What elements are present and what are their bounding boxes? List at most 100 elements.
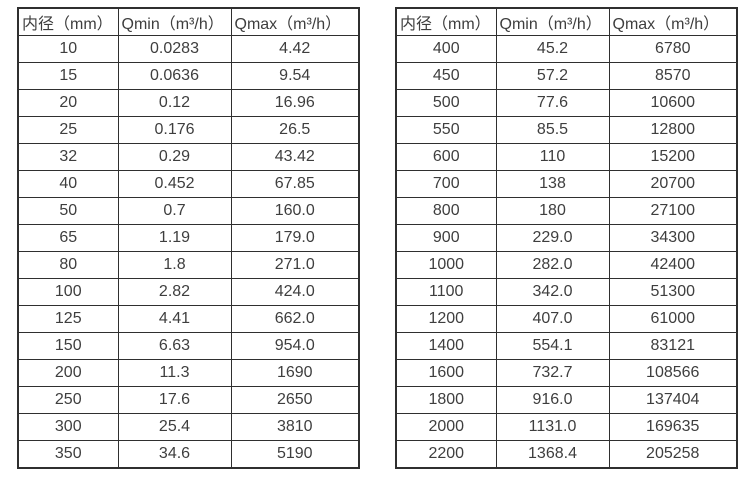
table-row: 25 0.176 26.5	[17, 116, 360, 144]
table-cell: 45.2	[495, 35, 610, 63]
column-header-qmax: Qmax（m³/h）	[608, 7, 738, 36]
table-cell: 5190	[230, 440, 360, 469]
table-row: 32 0.29 43.42	[17, 143, 360, 171]
table-cell: 1.19	[117, 224, 232, 252]
table-header-row: 内径（mm） Qmin（m³/h） Qmax（m³/h）	[17, 7, 360, 36]
column-header-diameter: 内径（mm）	[17, 7, 119, 36]
table-row: 450 57.2 8570	[395, 62, 738, 90]
table-cell: 179.0	[230, 224, 360, 252]
table-row: 700 138 20700	[395, 170, 738, 198]
table-cell: 200	[17, 359, 119, 387]
table-cell: 662.0	[230, 305, 360, 333]
table-cell: 43.42	[230, 143, 360, 171]
table-row: 500 77.6 10600	[395, 89, 738, 117]
table-cell: 954.0	[230, 332, 360, 360]
table-row: 350 34.6 5190	[17, 440, 360, 469]
table-cell: 20	[17, 89, 119, 117]
table-cell: 40	[17, 170, 119, 198]
table-cell: 16.96	[230, 89, 360, 117]
table-cell: 34.6	[117, 440, 232, 469]
table-row: 2000 1131.0 169635	[395, 413, 738, 441]
table-cell: 8570	[608, 62, 738, 90]
table-cell: 350	[17, 440, 119, 469]
table-cell: 300	[17, 413, 119, 441]
table-cell: 80	[17, 251, 119, 279]
table-cell: 554.1	[495, 332, 610, 360]
table-row: 1200 407.0 61000	[395, 305, 738, 333]
table-cell: 400	[395, 35, 497, 63]
table-cell: 57.2	[495, 62, 610, 90]
table-cell: 342.0	[495, 278, 610, 306]
table-cell: 271.0	[230, 251, 360, 279]
table-cell: 137404	[608, 386, 738, 414]
table-cell: 916.0	[495, 386, 610, 414]
table-row: 80 1.8 271.0	[17, 251, 360, 279]
table-row: 125 4.41 662.0	[17, 305, 360, 333]
table-row: 15 0.0636 9.54	[17, 62, 360, 90]
table-cell: 732.7	[495, 359, 610, 387]
table-cell: 27100	[608, 197, 738, 225]
table-cell: 51300	[608, 278, 738, 306]
table-cell: 407.0	[495, 305, 610, 333]
table-cell: 42400	[608, 251, 738, 279]
table-cell: 2200	[395, 440, 497, 469]
table-cell: 9.54	[230, 62, 360, 90]
column-header-qmin: Qmin（m³/h）	[117, 7, 232, 36]
table-cell: 600	[395, 143, 497, 171]
table-cell: 2.82	[117, 278, 232, 306]
table-cell: 32	[17, 143, 119, 171]
column-header-diameter: 内径（mm）	[395, 7, 497, 36]
table-cell: 3810	[230, 413, 360, 441]
table-row: 2200 1368.4 205258	[395, 440, 738, 469]
spec-tables-container: 内径（mm） Qmin（m³/h） Qmax（m³/h） 10 0.0283 4.4…	[17, 7, 738, 469]
flow-spec-table-small-diameters: 内径（mm） Qmin（m³/h） Qmax（m³/h） 10 0.0283 4.4…	[17, 7, 360, 469]
table-row: 900 229.0 34300	[395, 224, 738, 252]
table-cell: 25.4	[117, 413, 232, 441]
table-cell: 34300	[608, 224, 738, 252]
table-cell: 150	[17, 332, 119, 360]
table-cell: 125	[17, 305, 119, 333]
table-row: 100 2.82 424.0	[17, 278, 360, 306]
table-cell: 15	[17, 62, 119, 90]
table-row: 20 0.12 16.96	[17, 89, 360, 117]
table-cell: 6780	[608, 35, 738, 63]
table-cell: 282.0	[495, 251, 610, 279]
table-row: 40 0.452 67.85	[17, 170, 360, 198]
table-cell: 0.12	[117, 89, 232, 117]
table-row: 1100 342.0 51300	[395, 278, 738, 306]
table-cell: 17.6	[117, 386, 232, 414]
table-cell: 1200	[395, 305, 497, 333]
table-cell: 0.29	[117, 143, 232, 171]
table-row: 50 0.7 160.0	[17, 197, 360, 225]
table-cell: 85.5	[495, 116, 610, 144]
table-cell: 15200	[608, 143, 738, 171]
table-cell: 1000	[395, 251, 497, 279]
table-cell: 110	[495, 143, 610, 171]
table-row: 65 1.19 179.0	[17, 224, 360, 252]
table-cell: 100	[17, 278, 119, 306]
table-row: 550 85.5 12800	[395, 116, 738, 144]
table-cell: 77.6	[495, 89, 610, 117]
table-cell: 450	[395, 62, 497, 90]
table-cell: 250	[17, 386, 119, 414]
table-cell: 500	[395, 89, 497, 117]
table-cell: 1.8	[117, 251, 232, 279]
table-row: 10 0.0283 4.42	[17, 35, 360, 63]
table-cell: 205258	[608, 440, 738, 469]
table-cell: 1400	[395, 332, 497, 360]
table-cell: 229.0	[495, 224, 610, 252]
table-cell: 2650	[230, 386, 360, 414]
table-cell: 108566	[608, 359, 738, 387]
table-cell: 65	[17, 224, 119, 252]
table-cell: 0.0283	[117, 35, 232, 63]
column-header-qmax: Qmax（m³/h）	[230, 7, 360, 36]
table-cell: 11.3	[117, 359, 232, 387]
table-cell: 0.0636	[117, 62, 232, 90]
table-row: 1400 554.1 83121	[395, 332, 738, 360]
table-cell: 1690	[230, 359, 360, 387]
table-cell: 26.5	[230, 116, 360, 144]
table-cell: 1800	[395, 386, 497, 414]
table-cell: 67.85	[230, 170, 360, 198]
table-cell: 1131.0	[495, 413, 610, 441]
table-cell: 0.7	[117, 197, 232, 225]
